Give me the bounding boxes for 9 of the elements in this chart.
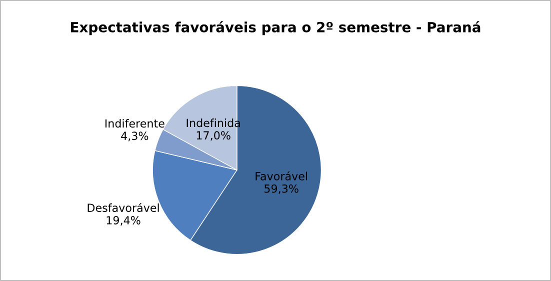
chart-title: Expectativas favoráveis para o 2º semestre - Paraná: [71, 21, 480, 36]
data-label: 4,3%: [121, 132, 148, 142]
slice-label: Favorável: [256, 171, 308, 180]
data-label: 19,4%: [106, 216, 140, 226]
slice-label: Indiferente: [105, 119, 164, 128]
slice-label: Indefinida: [186, 118, 240, 128]
slice-label: Desfavorável: [88, 202, 159, 212]
data-label: 17,0%: [196, 131, 230, 141]
data-label: 59,3%: [264, 184, 298, 194]
